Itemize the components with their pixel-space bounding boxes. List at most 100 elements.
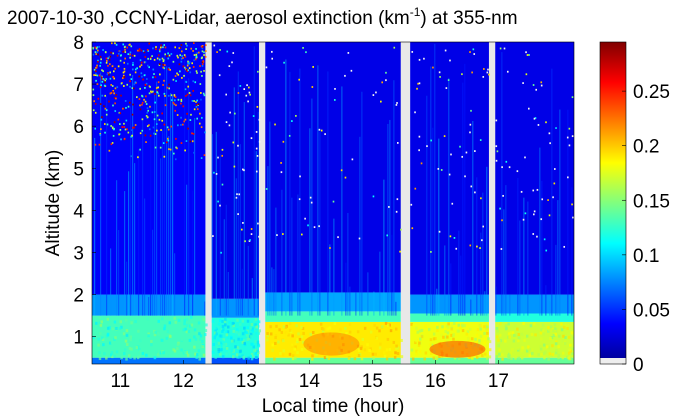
bl-mottle <box>231 339 234 343</box>
signal-streak <box>430 66 432 316</box>
bl-mottle <box>106 326 110 330</box>
noise-speckle <box>121 77 124 80</box>
y-axis-label: Altitude (km) <box>43 150 64 257</box>
noise-speckle <box>146 107 149 110</box>
bl-mottle <box>215 332 218 336</box>
noise-speckle <box>153 111 156 113</box>
noise-speckle <box>189 119 192 121</box>
noise-speckle <box>201 45 204 47</box>
noise-speckle <box>166 55 168 58</box>
bl-mottle <box>219 341 223 345</box>
noise-speckle <box>257 222 259 225</box>
noise-speckle <box>414 111 416 114</box>
colorbar-frame <box>599 41 627 365</box>
noise-speckle <box>139 87 141 90</box>
noise-speckle <box>144 83 147 86</box>
noise-speckle <box>150 91 153 94</box>
bl-mottle <box>345 332 348 336</box>
bl-mottle <box>438 355 441 359</box>
bl-mottle <box>194 352 197 356</box>
noise-speckle <box>156 129 158 132</box>
bl-mottle <box>446 331 450 335</box>
bl-mottle <box>478 339 481 343</box>
noise-speckle <box>199 112 201 115</box>
noise-speckle <box>192 133 195 135</box>
noise-speckle <box>571 135 574 138</box>
bl-mottle <box>504 339 507 343</box>
bl-mottle <box>150 339 153 343</box>
bl-mottle <box>266 338 269 342</box>
bl-mottle <box>389 329 393 333</box>
bl-mottle <box>495 326 499 330</box>
noise-speckle <box>516 170 519 173</box>
bl-mottle <box>235 330 238 334</box>
bl-mottle <box>257 320 261 324</box>
noise-speckle <box>221 154 224 157</box>
noise-speckle <box>173 95 176 97</box>
noise-speckle <box>236 193 238 196</box>
bl-mottle <box>153 356 157 360</box>
noise-speckle <box>203 54 205 56</box>
bl-mottle <box>103 352 106 356</box>
signal-streak <box>253 46 255 316</box>
bl-mottle <box>257 344 261 348</box>
bl-mottle <box>542 332 545 336</box>
bl-mottle <box>270 349 273 353</box>
bl-mottle <box>509 331 513 335</box>
noise-speckle <box>482 225 485 228</box>
signal-streak <box>309 128 311 316</box>
noise-speckle <box>110 51 112 54</box>
noise-speckle <box>203 154 206 157</box>
noise-speckle <box>124 128 127 131</box>
noise-speckle <box>439 76 441 78</box>
noise-speckle <box>141 103 143 106</box>
bl-mottle <box>569 343 572 347</box>
bl-mottle <box>125 329 129 333</box>
noise-speckle <box>180 102 182 105</box>
noise-speckle <box>150 90 152 93</box>
bl-mottle <box>499 339 503 343</box>
noise-speckle <box>488 73 490 76</box>
noise-speckle <box>96 83 99 86</box>
bl-mottle <box>529 348 532 352</box>
bl-mottle <box>540 352 543 356</box>
noise-speckle <box>438 71 441 74</box>
bl-mottle <box>393 355 397 359</box>
bl-mottle <box>173 349 177 353</box>
signal-streak <box>505 185 507 316</box>
bl-mottle <box>220 328 223 332</box>
bl-mottle <box>572 336 574 340</box>
signal-streak <box>436 288 438 316</box>
noise-speckle <box>265 66 268 69</box>
bl-mottle <box>190 315 193 319</box>
noise-speckle <box>479 139 482 141</box>
noise-speckle <box>410 203 413 206</box>
signal-streak <box>539 147 541 316</box>
signal-streak <box>317 65 319 316</box>
noise-speckle <box>130 155 133 158</box>
bl-mottle <box>301 326 305 330</box>
bl-mottle <box>130 321 133 325</box>
signal-streak <box>275 207 277 316</box>
bl-mottle <box>531 352 534 356</box>
noise-speckle <box>112 104 114 107</box>
bl-mottle <box>250 357 254 361</box>
bl-mottle <box>539 331 543 335</box>
bl-mottle <box>418 341 421 345</box>
noise-speckle <box>481 239 483 242</box>
noise-speckle <box>105 113 108 116</box>
bl-mottle <box>520 356 524 360</box>
signal-streak <box>251 278 253 316</box>
bl-mottle <box>251 329 255 333</box>
noise-speckle <box>250 137 253 140</box>
bl-mottle <box>319 322 323 326</box>
noise-speckle <box>243 169 245 172</box>
noise-speckle <box>113 70 115 73</box>
bl-mottle <box>169 335 172 339</box>
bl-mottle <box>225 330 228 334</box>
noise-speckle <box>147 109 150 112</box>
noise-speckle <box>536 235 538 238</box>
noise-speckle <box>124 57 126 60</box>
bl-mottle <box>357 353 361 357</box>
signal-streak <box>100 72 102 316</box>
